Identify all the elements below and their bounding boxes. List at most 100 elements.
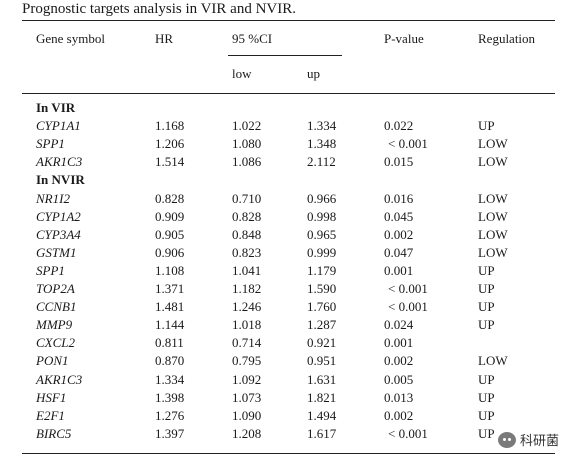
cell-gene: AKR1C3 [36, 154, 83, 170]
cell-gene: CYP1A1 [36, 118, 81, 134]
cell-gene: CCNB1 [36, 299, 77, 315]
cell-regulation: UP [478, 262, 495, 278]
cell-hr: 1.334 [155, 371, 185, 387]
cell-ci-up: 1.631 [307, 371, 337, 387]
cell-hr: 1.206 [155, 136, 185, 152]
cell-hr: 1.398 [155, 389, 185, 405]
bottom-rule [22, 453, 555, 454]
cell-p-value: < 0.001 [388, 425, 428, 441]
cell-ci-low: 1.090 [232, 407, 262, 423]
cell-regulation: UP [478, 407, 495, 423]
cell-hr: 0.870 [155, 353, 185, 369]
cell-ci-low: 0.710 [232, 190, 262, 206]
cell-ci-up: 2.112 [307, 154, 336, 170]
cell-ci-low: 1.073 [232, 389, 262, 405]
cell-regulation: UP [478, 317, 495, 333]
cell-ci-low: 0.795 [232, 353, 262, 369]
cell-p-value: < 0.001 [388, 281, 428, 296]
cell-ci-up: 0.951 [307, 353, 337, 369]
cell-gene: MMP9 [36, 317, 73, 333]
cell-p-value: < 0.001 [388, 136, 428, 152]
cell-ci-low: 0.828 [232, 208, 262, 224]
cell-ci-up: 0.921 [307, 335, 337, 351]
header-hr: HR [155, 31, 174, 46]
header-regulation: Regulation [478, 31, 536, 46]
cell-hr: 1.481 [155, 299, 185, 315]
cell-regulation: UP [478, 118, 495, 134]
cell-gene: NR1I2 [36, 190, 70, 206]
cell-p-value: 0.047 [384, 244, 414, 260]
group-label: In VIR [36, 100, 76, 115]
watermark-text: 科研菌 [519, 434, 559, 449]
cell-gene: CYP1A2 [36, 208, 81, 224]
cell-ci-up: 0.998 [307, 208, 337, 224]
header-95-ci: 95 %CI [232, 31, 273, 46]
cell-ci-low: 1.208 [232, 425, 262, 441]
cell-hr: 0.828 [155, 190, 185, 206]
cell-ci-up: 1.287 [307, 317, 337, 333]
cell-ci-up: 1.760 [307, 299, 337, 315]
cell-gene: CYP3A4 [36, 226, 81, 242]
ci-subheader-rule [228, 55, 342, 56]
header-gene-symbol: Gene symbol [36, 31, 105, 46]
cell-ci-low: 1.092 [232, 371, 262, 387]
cell-hr: 1.397 [155, 425, 185, 441]
cell-hr: 0.909 [155, 208, 185, 224]
cell-hr: 0.811 [155, 335, 184, 351]
header-rule [22, 93, 555, 94]
cell-regulation: LOW [478, 226, 508, 242]
cell-hr: 1.276 [155, 407, 185, 423]
cell-regulation: UP [478, 371, 495, 387]
cell-hr: 1.514 [155, 154, 185, 170]
cell-regulation: UP [478, 389, 495, 405]
cell-regulation: LOW [478, 208, 508, 224]
top-rule [22, 20, 555, 21]
cell-p-value: 0.045 [384, 208, 414, 224]
cell-gene: AKR1C3 [36, 371, 83, 387]
cell-p-value: 0.013 [384, 389, 414, 405]
cell-gene: E2F1 [36, 407, 65, 423]
cell-p-value: < 0.001 [388, 299, 428, 315]
cell-gene: SPP1 [36, 136, 65, 152]
cell-regulation: LOW [478, 353, 508, 369]
cell-regulation: LOW [478, 190, 508, 206]
cell-ci-low: 1.086 [232, 154, 262, 170]
cell-regulation: UP [478, 281, 495, 296]
cell-regulation: UP [478, 299, 495, 315]
header-p-value: P-value [384, 31, 424, 46]
cell-gene: GSTM1 [36, 244, 77, 260]
cell-p-value: 0.024 [384, 317, 414, 333]
cell-ci-up: 1.179 [307, 262, 337, 278]
group-label: In NVIR [36, 172, 85, 188]
cell-hr: 0.906 [155, 244, 185, 260]
cell-ci-up: 1.348 [307, 136, 337, 152]
cell-ci-up: 0.999 [307, 244, 337, 260]
cell-gene: HSF1 [36, 389, 67, 405]
cell-p-value: 0.001 [384, 262, 414, 278]
cell-ci-up: 1.334 [307, 118, 337, 134]
cell-p-value: 0.001 [384, 335, 414, 351]
cell-regulation: LOW [478, 136, 508, 152]
cell-p-value: 0.002 [384, 353, 414, 369]
cell-ci-low: 1.041 [232, 262, 262, 278]
cell-ci-low: 1.022 [232, 118, 262, 134]
header-ci-up: up [307, 66, 320, 81]
cell-gene: PON1 [36, 353, 69, 369]
cell-ci-up: 1.494 [307, 407, 337, 423]
cell-regulation: LOW [478, 244, 508, 260]
wechat-icon [497, 431, 516, 448]
cell-ci-low: 1.018 [232, 317, 262, 333]
cell-p-value: 0.002 [384, 226, 414, 242]
cell-ci-low: 1.246 [232, 299, 262, 315]
cell-ci-low: 0.823 [232, 244, 262, 260]
watermark: 科研菌 [497, 430, 559, 449]
cell-p-value: 0.015 [384, 154, 414, 170]
cell-ci-low: 1.080 [232, 136, 262, 152]
cell-gene: BIRC5 [36, 425, 72, 441]
cell-hr: 1.108 [155, 262, 185, 278]
cell-p-value: 0.005 [384, 371, 414, 387]
cell-p-value: 0.016 [384, 190, 414, 206]
cell-gene: CXCL2 [36, 335, 76, 351]
cell-hr: 1.371 [155, 281, 185, 296]
cell-regulation: LOW [478, 154, 508, 170]
